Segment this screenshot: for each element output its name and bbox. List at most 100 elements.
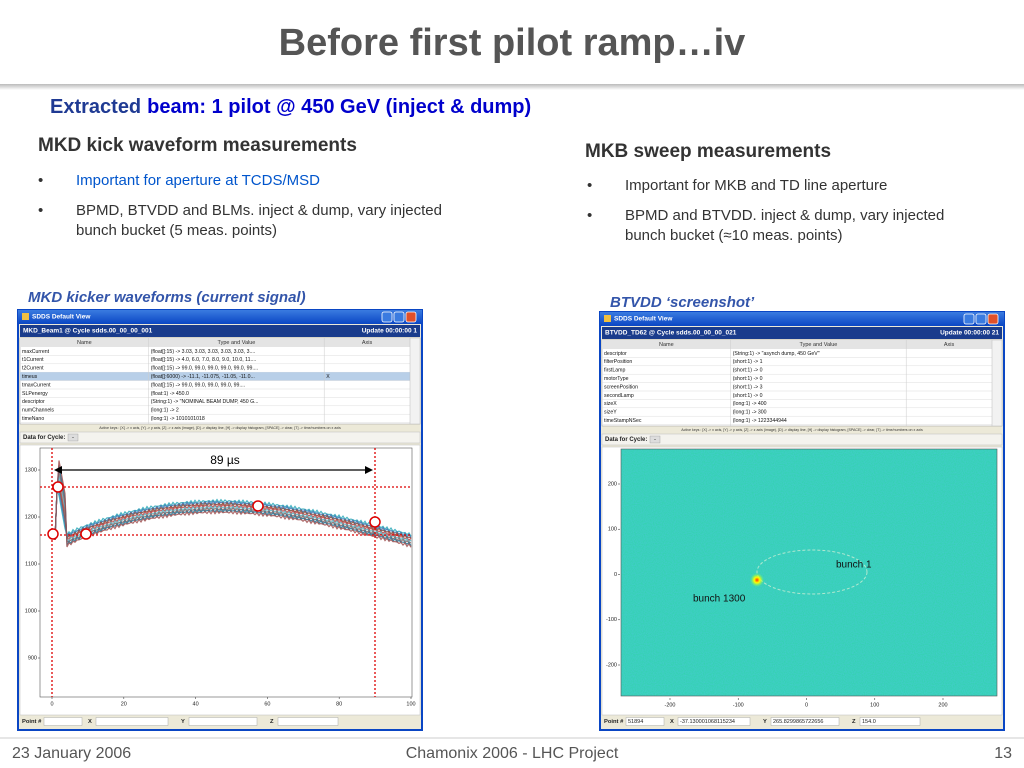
table-cell: (float[]:15) -> 4.0, 6.0, 7.0, 8.0, 9.0,…	[151, 357, 257, 363]
subtitle-highlight: Extracted	[50, 96, 141, 118]
left-caption: MKD kicker waveforms (current signal)	[28, 289, 306, 306]
bullet-dot: •	[587, 207, 592, 224]
status-label: Point #	[22, 719, 42, 725]
cycle-label: Data for Cycle:	[23, 435, 65, 441]
window-icon	[604, 315, 611, 322]
annotation: bunch 1	[836, 560, 872, 571]
column-header: Name	[77, 340, 92, 346]
table-cell: SLPenergy	[22, 391, 48, 397]
waveform-trace	[54, 475, 412, 543]
y-tick-label: -100	[606, 617, 617, 623]
footer-page: 13	[994, 745, 1012, 762]
window-button	[987, 313, 999, 325]
image-frame	[620, 448, 998, 697]
right-caption: BTVDD ‘screenshot’	[610, 294, 755, 311]
status-value: 51894	[628, 719, 643, 725]
table-cell: (float[]:15) -> 99.0, 99.0, 99.0, 99.0, …	[151, 382, 245, 388]
status-label: Y	[181, 719, 185, 725]
table-cell: sizeY	[604, 410, 617, 416]
y-tick-label: 100	[608, 527, 617, 533]
status-label: Z	[852, 719, 856, 725]
status-field	[625, 717, 665, 726]
status-label: Y	[763, 719, 767, 725]
column-header: Type and Value	[800, 342, 838, 348]
table-cell: (float[]:15) -> 99.0, 99.0, 99.0, 99.0, …	[151, 366, 258, 372]
x-tick-label: 60	[264, 701, 270, 707]
window-button	[975, 313, 987, 325]
status-label: X	[670, 719, 674, 725]
table-cell: (float[]:15) -> 3.03, 3.03, 3.03, 3.03, …	[151, 349, 256, 355]
bullet-text: Important for MKB and TD line aperture	[625, 177, 887, 194]
window-title: SDDS Default View	[32, 314, 91, 321]
window-title: SDDS Default View	[614, 316, 673, 323]
y-tick-label: 1000	[25, 608, 37, 614]
table-cell: X	[326, 374, 330, 380]
bullet-text: BPMD, BTVDD and BLMs. inject & dump, var…	[76, 202, 442, 219]
status-field	[770, 717, 840, 726]
table-cell: timeus	[22, 374, 38, 380]
table-cell: (String:1) -> "asynch dump, 450 GeV"	[733, 351, 820, 357]
table-cell: descriptor	[604, 351, 627, 357]
y-tick-label: 1100	[25, 561, 37, 567]
window-icon	[22, 313, 29, 320]
sweep-ellipse	[756, 549, 868, 595]
table-cell: timeStampNSec	[604, 418, 642, 424]
table-cell: (long:1) -> 1010101018	[151, 416, 205, 422]
y-tick-label: 200	[608, 481, 617, 487]
status-field	[188, 717, 258, 726]
window-button	[393, 311, 405, 323]
column-header: Axis	[362, 340, 373, 346]
marker-point	[52, 481, 64, 493]
table-cell: filterPosition	[604, 359, 632, 365]
bullet-text: BPMD and BTVDD. inject & dump, vary inje…	[625, 207, 944, 224]
table-cell: motorType	[604, 376, 629, 382]
table-cell: screenPosition	[604, 384, 638, 390]
x-tick-label: 0	[805, 702, 808, 708]
y-tick-label: -200	[606, 662, 617, 668]
status-value: 265.8299865722656	[773, 719, 823, 725]
x-tick-label: 100	[406, 701, 415, 707]
table-cell: (long:1) -> 1223344944	[733, 418, 787, 424]
table-cell: timeNano	[22, 416, 44, 422]
table-cell: firstLamp	[604, 368, 625, 374]
window-button	[381, 311, 393, 323]
y-tick-label: 900	[28, 655, 37, 661]
column-header: Axis	[944, 342, 955, 348]
x-tick-label: -200	[664, 702, 675, 708]
marker-point	[369, 516, 381, 528]
right-heading: MKB sweep measurements	[585, 141, 831, 162]
footer-date: 23 January 2006	[12, 745, 131, 762]
annotation: bunch 1300	[693, 594, 746, 605]
marker-point	[80, 528, 92, 540]
table-cell: (short:1) -> 0	[733, 393, 763, 399]
status-field	[95, 717, 169, 726]
table-cell: tmaxCurrent	[22, 382, 51, 388]
y-tick-label: 0	[614, 572, 617, 578]
x-tick-label: 200	[938, 702, 947, 708]
active-keys: Active keys : [X] -> x axis, [Y] -> y ax…	[99, 426, 341, 430]
waveform-trace	[54, 465, 412, 547]
status-label: Point #	[604, 719, 624, 725]
scrollbar	[991, 339, 1003, 427]
window-titlebar	[18, 310, 422, 324]
x-tick-label: 100	[870, 702, 879, 708]
table-cell: secondLamp	[604, 393, 634, 399]
marker-point	[47, 528, 59, 540]
status-label: Z	[270, 719, 274, 725]
left-heading: MKD kick waveform measurements	[38, 135, 357, 156]
table-cell: (float[]:6000) -> -11.1, -11.075, -11.05…	[151, 374, 255, 380]
footer-event: Chamonix 2006 - LHC Project	[406, 745, 619, 762]
waveform-trace	[54, 470, 412, 544]
table-cell: descriptor	[22, 399, 45, 405]
bullet-dot: •	[587, 177, 592, 194]
status-field	[43, 717, 83, 726]
table-header	[20, 338, 410, 347]
table-cell: (long:1) -> 400	[733, 401, 767, 407]
device-name: MKD_Beam1 @ Cycle sdds.00_00_00_001	[23, 328, 153, 335]
table-cell: numChannels	[22, 408, 54, 414]
device-name: BTVDD_TD62 @ Cycle sdds.00_00_00_021	[605, 330, 737, 337]
waveform-trace	[54, 489, 412, 541]
column-header: Type and Value	[218, 340, 256, 346]
header-rule	[0, 84, 1024, 90]
